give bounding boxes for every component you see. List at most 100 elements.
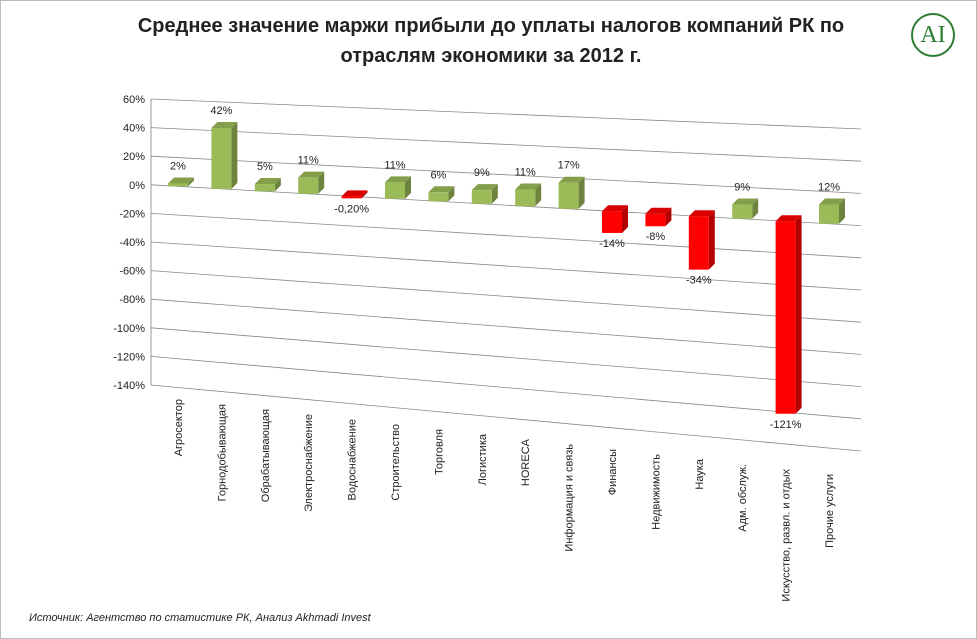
- bar-top: [211, 122, 238, 129]
- value-label: 42%: [210, 105, 232, 117]
- grid-line: [150, 184, 862, 226]
- bar-top: [602, 205, 628, 212]
- logo: AI: [911, 13, 955, 57]
- value-label: 5%: [257, 161, 273, 173]
- bar: [602, 211, 622, 233]
- value-label: 17%: [558, 160, 580, 172]
- bar: [211, 128, 232, 189]
- bar-top: [688, 210, 715, 217]
- x-tick-label: Горнодобывающая: [216, 404, 228, 501]
- value-label: 6%: [430, 169, 446, 181]
- value-label: -0,20%: [334, 203, 369, 215]
- grid-line: [150, 127, 862, 162]
- bar-side: [448, 186, 455, 202]
- x-tick-label: Водоснабжение: [347, 419, 359, 500]
- bar: [298, 177, 319, 194]
- value-label: 2%: [170, 160, 186, 172]
- bar-top: [732, 198, 759, 205]
- bar: [819, 204, 839, 224]
- x-tick-label: Наука: [694, 458, 706, 489]
- x-tick-label: Финансы: [607, 449, 619, 495]
- grid-line: [150, 327, 862, 387]
- y-tick-label: 20%: [123, 151, 145, 163]
- x-tick-label: Прочие услуги: [824, 474, 836, 548]
- value-label: -121%: [770, 419, 802, 431]
- value-label: -34%: [686, 275, 712, 287]
- bar-top: [471, 184, 498, 191]
- bar-side: [535, 183, 542, 207]
- bar-top: [298, 171, 325, 178]
- x-tick-label: Электроснабжение: [303, 414, 315, 512]
- bar-top: [385, 176, 411, 183]
- y-tick-label: 60%: [123, 94, 145, 106]
- x-tick-label: Торговля: [433, 429, 445, 475]
- grid-line: [150, 241, 862, 291]
- bar-side: [578, 176, 585, 209]
- bar-top: [819, 198, 845, 205]
- bar-top: [428, 186, 455, 193]
- value-label: 11%: [298, 155, 319, 167]
- bar: [688, 216, 709, 270]
- x-tick-label: Строительство: [390, 424, 402, 501]
- grid-line: [150, 384, 862, 452]
- bar-side: [665, 207, 672, 227]
- bar-top: [515, 183, 542, 190]
- y-tick-label: -100%: [113, 323, 145, 335]
- value-label: 11%: [515, 167, 536, 179]
- y-tick-label: -120%: [113, 351, 145, 363]
- bar: [775, 221, 796, 414]
- x-tick-label: Искусство, развл. и отдых: [781, 469, 793, 602]
- bar-side: [231, 122, 238, 189]
- bar: [341, 196, 362, 199]
- bar: [254, 184, 275, 192]
- bar: [428, 192, 449, 202]
- bar-top: [168, 177, 194, 184]
- value-label: 11%: [384, 159, 405, 171]
- y-tick-label: 40%: [123, 123, 145, 135]
- x-tick-label: Адм. обслуж.: [737, 464, 749, 532]
- x-tick-label: HORECA: [520, 438, 532, 486]
- y-tick-label: -60%: [119, 266, 145, 278]
- value-label: 9%: [734, 182, 750, 194]
- x-tick-label: Информация и связь: [564, 444, 576, 552]
- bar: [168, 183, 188, 187]
- bar-top: [558, 176, 585, 183]
- bar-side: [405, 176, 411, 199]
- value-label: 9%: [474, 167, 490, 179]
- grid-line: [150, 270, 862, 323]
- bar: [558, 182, 579, 209]
- x-tick-label: Недвижимость: [650, 454, 662, 530]
- bar: [732, 204, 753, 219]
- bar-side: [839, 198, 845, 224]
- value-label: -8%: [646, 231, 666, 243]
- grid-line: [150, 298, 862, 355]
- bar-side: [361, 190, 368, 199]
- x-tick-label: Агросектор: [173, 399, 185, 456]
- bar-side: [491, 184, 498, 204]
- bar-side: [795, 215, 802, 414]
- chart-title: Среднее значение маржи прибыли до уплаты…: [137, 15, 845, 67]
- bar-side: [622, 205, 628, 233]
- bar: [645, 213, 666, 227]
- y-tick-label: -80%: [119, 294, 145, 306]
- bar-side: [188, 177, 194, 187]
- grid-line: [150, 213, 862, 259]
- bar-side: [708, 210, 715, 270]
- x-tick-label: Логистика: [477, 433, 489, 485]
- bar-top: [254, 178, 281, 185]
- grid-line: [150, 155, 862, 194]
- y-tick-label: -140%: [113, 380, 145, 392]
- bar: [385, 182, 405, 199]
- bar-side: [318, 171, 325, 194]
- bar-side: [752, 198, 759, 219]
- bar: [471, 190, 492, 204]
- value-label: 12%: [818, 182, 840, 194]
- y-tick-label: -20%: [119, 208, 145, 220]
- bar-top: [775, 215, 802, 222]
- bar-side: [274, 178, 281, 192]
- bar-top: [645, 207, 672, 214]
- grid-line: [150, 356, 862, 420]
- bar: [515, 189, 536, 207]
